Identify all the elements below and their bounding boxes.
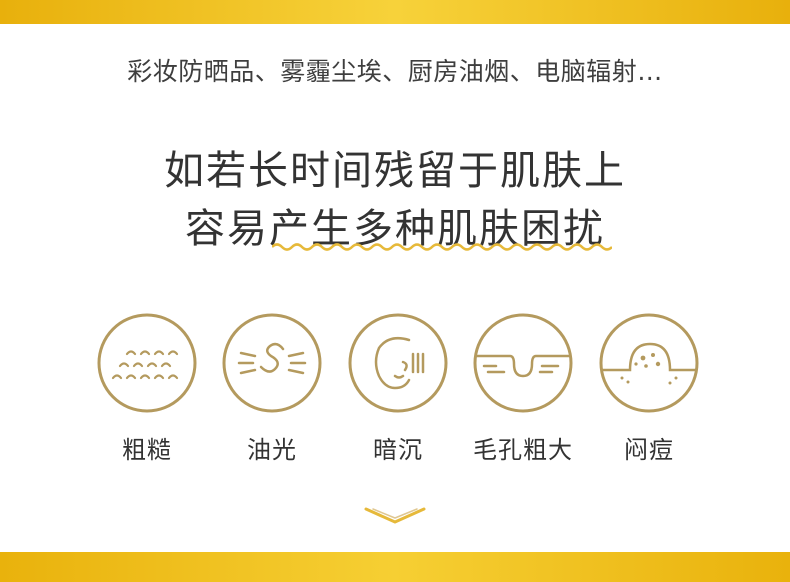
- content-panel: [0, 24, 790, 552]
- problem-dull: 暗沉: [335, 312, 461, 465]
- problem-oily: 油光: [209, 312, 335, 465]
- problem-label-rough: 粗糙: [122, 436, 172, 464]
- chevron-down-icon: [364, 507, 426, 524]
- intro-text: 彩妆防晒品、雾霾尘埃、厨房油烟、电脑辐射…: [127, 57, 663, 86]
- closed-acne-icon: [599, 313, 699, 413]
- problem-label-pores: 毛孔粗大: [473, 436, 573, 464]
- problem-pores: 毛孔粗大: [460, 312, 586, 465]
- problem-rough: 粗糙: [84, 312, 210, 465]
- bottom-yellow-band: [0, 552, 790, 582]
- wavy-underline: [272, 243, 612, 251]
- headline-line-1: 如若长时间残留于肌肤上: [164, 148, 626, 194]
- problem-label-dull: 暗沉: [373, 436, 423, 464]
- oily-shine-icon: [222, 313, 322, 413]
- dull-face-icon: [348, 313, 448, 413]
- rough-skin-icon: [97, 313, 197, 413]
- problem-acne: 闷痘: [586, 312, 712, 465]
- problem-label-acne: 闷痘: [624, 436, 674, 464]
- top-yellow-band: [0, 0, 790, 24]
- problem-label-oily: 油光: [247, 436, 297, 464]
- enlarged-pores-icon: [473, 313, 573, 413]
- skin-problems-row: 粗糙 油光 暗沉: [0, 312, 790, 472]
